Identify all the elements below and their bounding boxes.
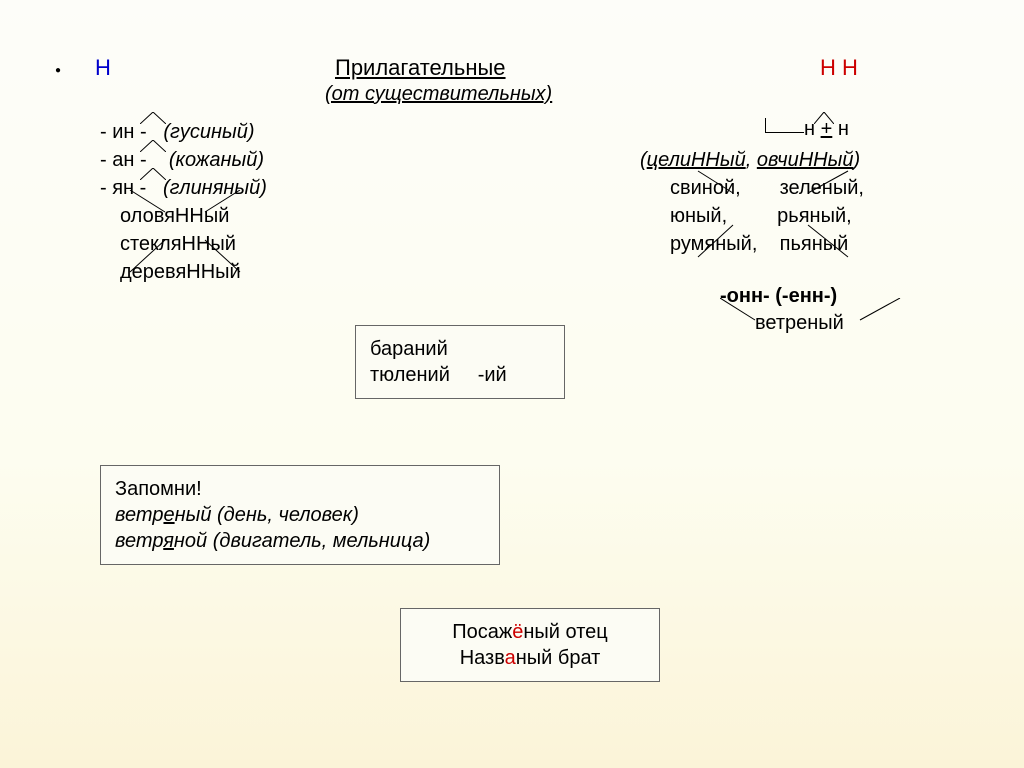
connector-left: [110, 190, 250, 280]
subtitle: (от существительных): [325, 83, 552, 106]
nazvan-a: Назв: [460, 647, 505, 669]
nazvan-b: ный брат: [516, 647, 601, 669]
vetr2b: ной (двигатель, мельница): [174, 530, 430, 552]
posazh-a: Посаж: [452, 621, 512, 643]
title-right: Н Н: [820, 55, 858, 81]
nazvan-letter: а: [505, 647, 516, 669]
connector-right-2: [720, 298, 920, 338]
posazh-b: ный отец: [523, 621, 607, 643]
an-suffix: - ан -: [100, 149, 147, 171]
vetr1b: ный (день, человек): [175, 504, 359, 526]
paren-open: (: [640, 149, 647, 171]
box-zapomni: Запомни! ветреный (день, человек) ветрян…: [100, 465, 500, 565]
nplus-n2: н: [838, 118, 849, 140]
ij-suffix: -ий: [478, 364, 507, 386]
title-left: Н: [95, 55, 111, 81]
in-suffix: - ин -: [100, 121, 147, 143]
zapomni-title: Запомни!: [115, 476, 485, 502]
box-baranij: бараний тюлений -ий: [355, 325, 565, 399]
connector-right-1: [648, 163, 898, 263]
vetr1a: ветр: [115, 504, 163, 526]
vetr2a: ветр: [115, 530, 163, 552]
box-posazh: Посажёный отец Названый брат: [400, 608, 660, 682]
in-example: (гусиный): [163, 121, 254, 143]
an-example: (кожаный): [169, 149, 264, 171]
baranij: бараний: [370, 336, 550, 362]
nplus-plus: +: [821, 118, 833, 140]
tyulenij: тюлений: [370, 364, 450, 386]
n-plus-n: н + н: [765, 118, 849, 141]
vetr1e: е: [163, 504, 174, 526]
title-center: Прилагательные: [335, 55, 506, 81]
vetr2ya: я: [163, 530, 174, 552]
bullet: ●: [55, 65, 61, 76]
nplus-n1: н: [804, 118, 815, 140]
posazh-yo: ё: [512, 621, 523, 643]
